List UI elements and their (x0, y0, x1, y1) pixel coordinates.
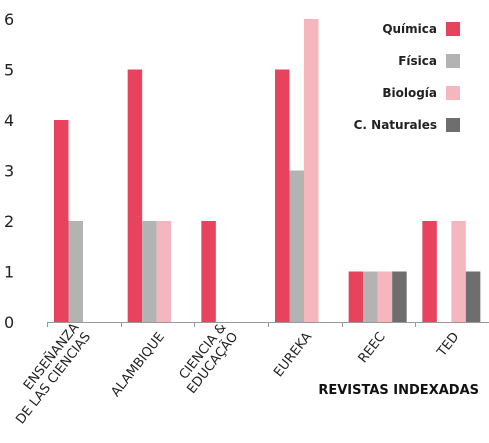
bar-biolog-a (451, 221, 466, 322)
category-label: EUREKA (271, 330, 315, 380)
bar-biolog-a (377, 271, 393, 322)
x-axis-title: REVISTAS INDEXADAS (318, 383, 479, 398)
y-tick-label: 4 (4, 111, 14, 130)
y-tick-label: 3 (4, 162, 14, 181)
category-label-line: EUREKA (271, 330, 315, 380)
y-tick-label: 2 (4, 212, 14, 231)
legend-swatch (446, 22, 460, 36)
legend-label: Biología (382, 86, 437, 100)
category-label: TED (434, 330, 463, 361)
category-label: CIENCIA &EDUCAÇÃO (173, 320, 242, 396)
y-tick-label: 5 (4, 61, 14, 80)
bar-biolog-a (156, 221, 172, 322)
category-label: ENSEÑANZADE LAS CIENCIAS (1, 320, 95, 427)
bar-qu-mica (54, 120, 69, 322)
bar-qu-mica (127, 69, 143, 322)
bar-qu-mica (275, 69, 290, 322)
bar-c-naturales (465, 271, 481, 322)
legend-swatch (446, 118, 460, 132)
bar-c-naturales (392, 271, 407, 322)
legend-label: Química (382, 22, 437, 36)
y-tick-label: 0 (4, 313, 14, 332)
legend-swatch (446, 54, 460, 68)
bar-qu-mica (201, 221, 216, 322)
legend: Química Física Biología C. Naturales (354, 22, 460, 132)
category-label-line: TED (434, 330, 463, 361)
bar-f-sica (68, 221, 83, 322)
bar-biolog-a (304, 19, 319, 322)
category-labels: ENSEÑANZADE LAS CIENCIAS ALAMBIQUE CIENCIA… (1, 320, 463, 427)
category-label: REEC (356, 330, 389, 366)
legend-label: Física (398, 54, 437, 68)
legend-label: C. Naturales (354, 118, 437, 132)
bar-qu-mica (422, 221, 437, 322)
bar-f-sica (363, 271, 378, 322)
bar-qu-mica (348, 271, 364, 322)
y-axis-ticks: 0 1 2 3 4 5 6 (4, 10, 14, 332)
bar-f-sica (142, 221, 157, 322)
category-label-line: REEC (356, 330, 389, 366)
bars (54, 19, 481, 322)
category-label: ALAMBIQUE (108, 330, 167, 400)
category-label-line: ALAMBIQUE (108, 330, 167, 400)
legend-swatch (446, 86, 460, 100)
bar-f-sica (289, 170, 304, 322)
y-tick-label: 6 (4, 10, 14, 29)
x-axis-ticks (47, 322, 416, 327)
y-tick-label: 1 (4, 263, 14, 282)
